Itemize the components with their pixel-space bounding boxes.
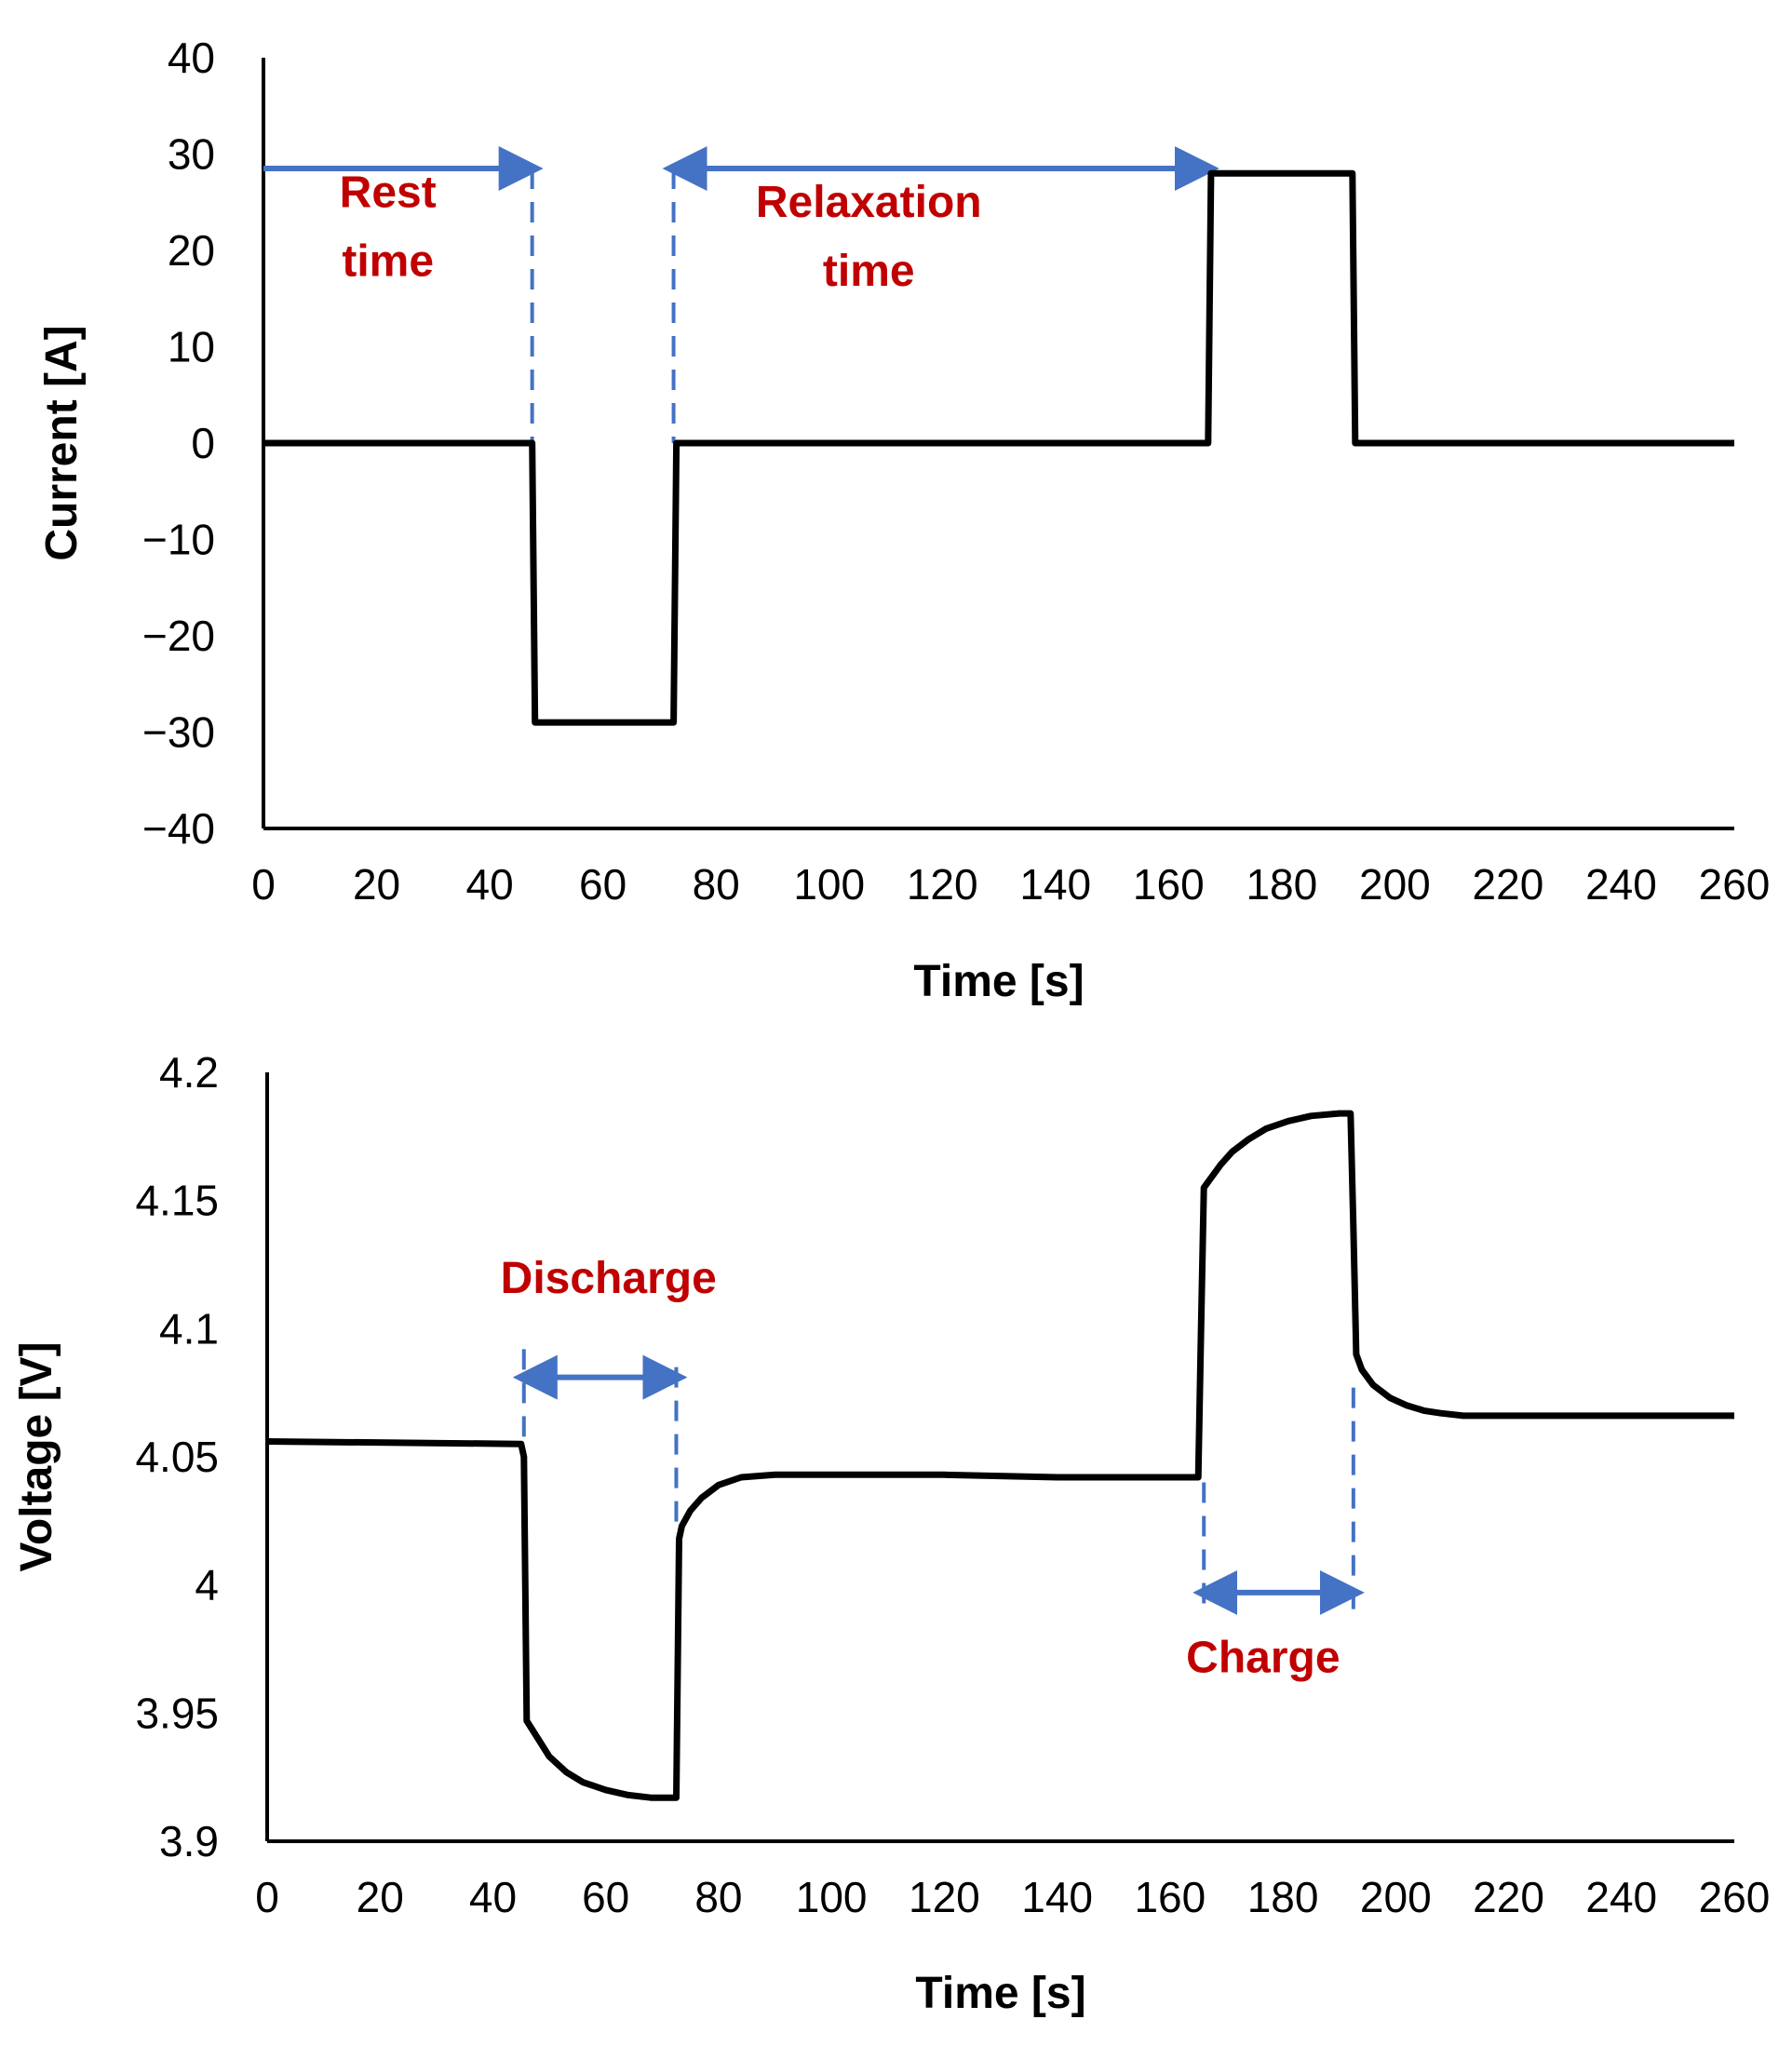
y-tick-label: 0 bbox=[191, 419, 215, 467]
x-tick-label: 160 bbox=[1133, 860, 1205, 909]
y-tick-label: 4.15 bbox=[135, 1177, 219, 1225]
y-tick-label: −10 bbox=[142, 516, 215, 564]
y-tick-label: 3.9 bbox=[159, 1817, 219, 1865]
y-axis-title: Voltage [V] bbox=[12, 1341, 61, 1571]
y-axis-title: Current [A] bbox=[37, 325, 87, 560]
x-tick-label: 100 bbox=[796, 1873, 868, 1921]
x-tick-label: 220 bbox=[1473, 1873, 1544, 1921]
x-tick-label: 180 bbox=[1247, 1873, 1319, 1921]
x-tick-label: 40 bbox=[465, 860, 513, 909]
x-tick-label: 80 bbox=[693, 860, 740, 909]
y-tick-label: 4 bbox=[195, 1561, 219, 1609]
y-tick-label: −40 bbox=[142, 804, 215, 853]
x-tick-label: 0 bbox=[255, 1873, 279, 1921]
x-tick-label: 0 bbox=[251, 860, 276, 909]
annotation-label: Relaxation bbox=[756, 178, 982, 227]
series-line-voltage bbox=[266, 1110, 1734, 1801]
x-tick-label: 180 bbox=[1246, 860, 1317, 909]
x-tick-label: 60 bbox=[582, 1873, 629, 1921]
x-tick-label: 120 bbox=[907, 860, 978, 909]
annotation-label: time bbox=[342, 236, 434, 286]
x-axis-title: Time [s] bbox=[913, 957, 1084, 1006]
x-tick-label: 240 bbox=[1585, 1873, 1657, 1921]
x-tick-label: 80 bbox=[694, 1873, 742, 1921]
x-tick-label: 140 bbox=[1021, 1873, 1093, 1921]
x-axis-title: Time [s] bbox=[915, 1969, 1085, 2018]
y-tick-label: 3.95 bbox=[135, 1689, 219, 1737]
y-tick-label: 40 bbox=[168, 34, 215, 82]
y-tick-label: 10 bbox=[168, 323, 215, 371]
y-tick-label: 30 bbox=[168, 130, 215, 179]
x-tick-label: 140 bbox=[1019, 860, 1091, 909]
x-tick-label: 100 bbox=[793, 860, 865, 909]
y-tick-label: 20 bbox=[168, 226, 215, 275]
y-tick-label: 4.05 bbox=[135, 1433, 219, 1481]
y-tick-label: 4.1 bbox=[159, 1304, 219, 1353]
y-tick-label: 4.2 bbox=[159, 1048, 219, 1097]
annotation-label: Charge bbox=[1186, 1633, 1340, 1682]
x-tick-label: 260 bbox=[1699, 1873, 1771, 1921]
x-tick-label: 60 bbox=[579, 860, 627, 909]
annotation-label: Discharge bbox=[501, 1254, 717, 1303]
voltage-chart: 4.2 4.15 4.1 4.05 4 3.95 3.9 0 20 40 60 80 100 120 140… bbox=[12, 1048, 1770, 2018]
x-tick-label: 200 bbox=[1360, 1873, 1432, 1921]
x-tick-label: 160 bbox=[1134, 1873, 1206, 1921]
x-tick-label: 120 bbox=[909, 1873, 980, 1921]
x-tick-label: 260 bbox=[1699, 860, 1771, 909]
x-tick-label: 200 bbox=[1359, 860, 1431, 909]
x-tick-label: 220 bbox=[1473, 860, 1544, 909]
annotation-label: Rest bbox=[340, 168, 437, 217]
x-tick-label: 40 bbox=[469, 1873, 517, 1921]
x-tick-label: 20 bbox=[353, 860, 400, 909]
x-tick-label: 20 bbox=[357, 1873, 404, 1921]
x-tick-label: 240 bbox=[1585, 860, 1657, 909]
y-tick-label: −30 bbox=[142, 708, 215, 757]
y-tick-label: −20 bbox=[142, 612, 215, 660]
annotation-label: time bbox=[823, 247, 915, 296]
series-line-current bbox=[263, 169, 1734, 726]
